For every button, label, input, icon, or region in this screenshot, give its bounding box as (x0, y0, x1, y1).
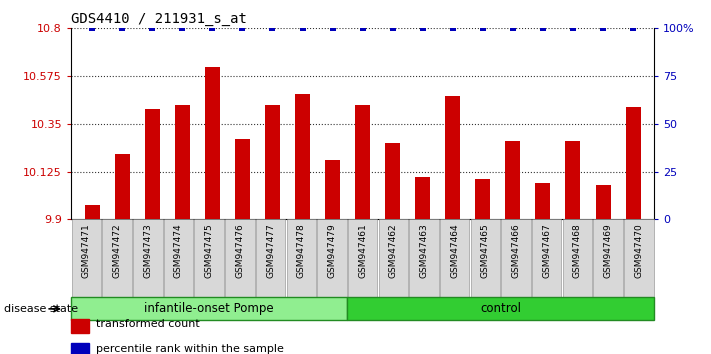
Point (176, 25, 188, 31)
Point (267, 25, 278, 31)
Text: GSM947475: GSM947475 (205, 223, 214, 278)
Text: GSM947465: GSM947465 (481, 223, 490, 278)
Text: GSM947462: GSM947462 (389, 223, 397, 278)
Bar (355, 105, 370, 219)
Point (237, 25, 248, 31)
Point (146, 25, 158, 31)
Text: GSM947470: GSM947470 (634, 223, 643, 278)
Point (447, 25, 459, 31)
Bar (114, 154, 129, 219)
Text: GSM947471: GSM947471 (82, 223, 91, 278)
Text: GSM947477: GSM947477 (266, 223, 275, 278)
Bar (265, 105, 280, 219)
Bar (295, 94, 310, 219)
Point (417, 25, 429, 31)
Text: GSM947467: GSM947467 (542, 223, 551, 278)
Text: GSM947464: GSM947464 (450, 223, 459, 278)
Point (117, 25, 128, 31)
Point (357, 25, 368, 31)
Bar (535, 183, 550, 219)
Bar (596, 185, 611, 219)
Bar (175, 105, 190, 219)
Text: disease state: disease state (4, 304, 77, 314)
Point (296, 25, 308, 31)
Point (87, 25, 98, 31)
Bar (565, 141, 580, 219)
Text: GSM947469: GSM947469 (604, 223, 613, 278)
Text: GSM947478: GSM947478 (296, 223, 306, 278)
Text: GSM947463: GSM947463 (419, 223, 429, 278)
Text: transformed count: transformed count (96, 319, 200, 329)
Bar (445, 96, 460, 219)
Text: GSM947479: GSM947479 (328, 223, 336, 278)
Point (207, 25, 218, 31)
Bar (506, 141, 520, 219)
Bar (205, 67, 220, 219)
Point (597, 25, 609, 31)
Text: infantile-onset Pompe: infantile-onset Pompe (144, 302, 274, 315)
Point (327, 25, 338, 31)
Point (627, 25, 638, 31)
Point (538, 25, 549, 31)
Text: percentile rank within the sample: percentile rank within the sample (96, 344, 284, 354)
Bar (626, 107, 641, 219)
Text: GSM947461: GSM947461 (358, 223, 367, 278)
Point (507, 25, 518, 31)
Bar (415, 177, 430, 219)
Point (567, 25, 579, 31)
Point (477, 25, 488, 31)
Text: GSM947474: GSM947474 (174, 223, 183, 278)
Bar (476, 179, 491, 219)
Text: GSM947468: GSM947468 (573, 223, 582, 278)
Point (387, 25, 398, 31)
Text: GSM947466: GSM947466 (511, 223, 520, 278)
Bar (85, 205, 100, 219)
Text: GSM947476: GSM947476 (235, 223, 245, 278)
Bar (235, 139, 250, 219)
Text: GDS4410 / 211931_s_at: GDS4410 / 211931_s_at (71, 12, 247, 26)
Bar (385, 143, 400, 219)
Bar (325, 160, 340, 219)
Text: GSM947473: GSM947473 (144, 223, 152, 278)
Text: GSM947472: GSM947472 (112, 223, 122, 278)
Bar (145, 109, 160, 219)
Text: control: control (480, 302, 521, 315)
